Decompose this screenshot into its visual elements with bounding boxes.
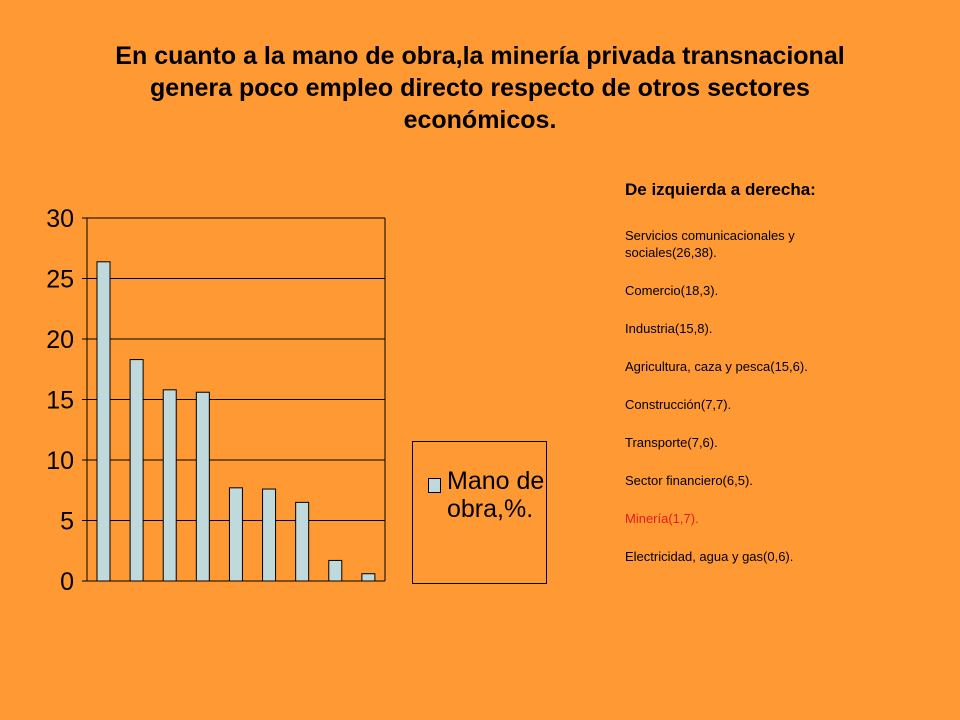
description-item: Servicios comunicacionales y sociales(26… (625, 228, 795, 260)
axes (86, 218, 386, 582)
bars (96, 261, 376, 582)
description-item: Industria(15,8). (625, 321, 713, 336)
chart-legend: Mano de obra,%. (412, 441, 547, 584)
y-tick-label: 0 (60, 568, 74, 596)
bar (228, 487, 243, 582)
description-item: Sector financiero(6,5). (625, 473, 753, 488)
bar (162, 389, 177, 582)
y-tick-label: 20 (46, 326, 74, 354)
bar (96, 261, 111, 582)
description-item: Construcción(7,7). (625, 397, 732, 412)
description-item-highlight: Minería(1,7). (625, 511, 699, 526)
title-line-1: En cuanto a la mano de obra,la minería p… (115, 42, 845, 70)
bar (361, 573, 376, 582)
title-line-3: económicos. (403, 106, 557, 134)
description-item: Electricidad, agua y gas(0,6). (625, 549, 794, 564)
bar (129, 359, 144, 582)
bar (262, 488, 277, 582)
description-item: Transporte(7,6). (625, 435, 718, 450)
description-item: Comercio(18,3). (625, 283, 719, 298)
legend-swatch (428, 478, 441, 493)
slide-title: En cuanto a la mano de obra,la minería p… (60, 40, 900, 136)
y-tick-label: 15 (46, 387, 74, 415)
description-list: Servicios comunicacionales y sociales(26… (625, 227, 875, 565)
title-line-2: genera poco empleo directo respecto de o… (150, 74, 810, 102)
description-item: Agricultura, caza y pesca(15,6). (625, 359, 808, 374)
y-tick-label: 5 (60, 508, 74, 536)
description-heading: De izquierda a derecha: (625, 180, 816, 199)
y-tick-labels: 0 5 10 15 20 25 30 (46, 205, 74, 596)
bar (328, 559, 343, 582)
y-tick-label: 30 (46, 205, 74, 233)
bar (195, 391, 210, 582)
legend-label: Mano de obra,%. (447, 467, 545, 523)
bar (295, 501, 310, 582)
y-tick-label: 25 (46, 266, 74, 294)
y-tick-label: 10 (46, 447, 74, 475)
description-panel: De izquierda a derecha: Servicios comuni… (625, 180, 875, 586)
